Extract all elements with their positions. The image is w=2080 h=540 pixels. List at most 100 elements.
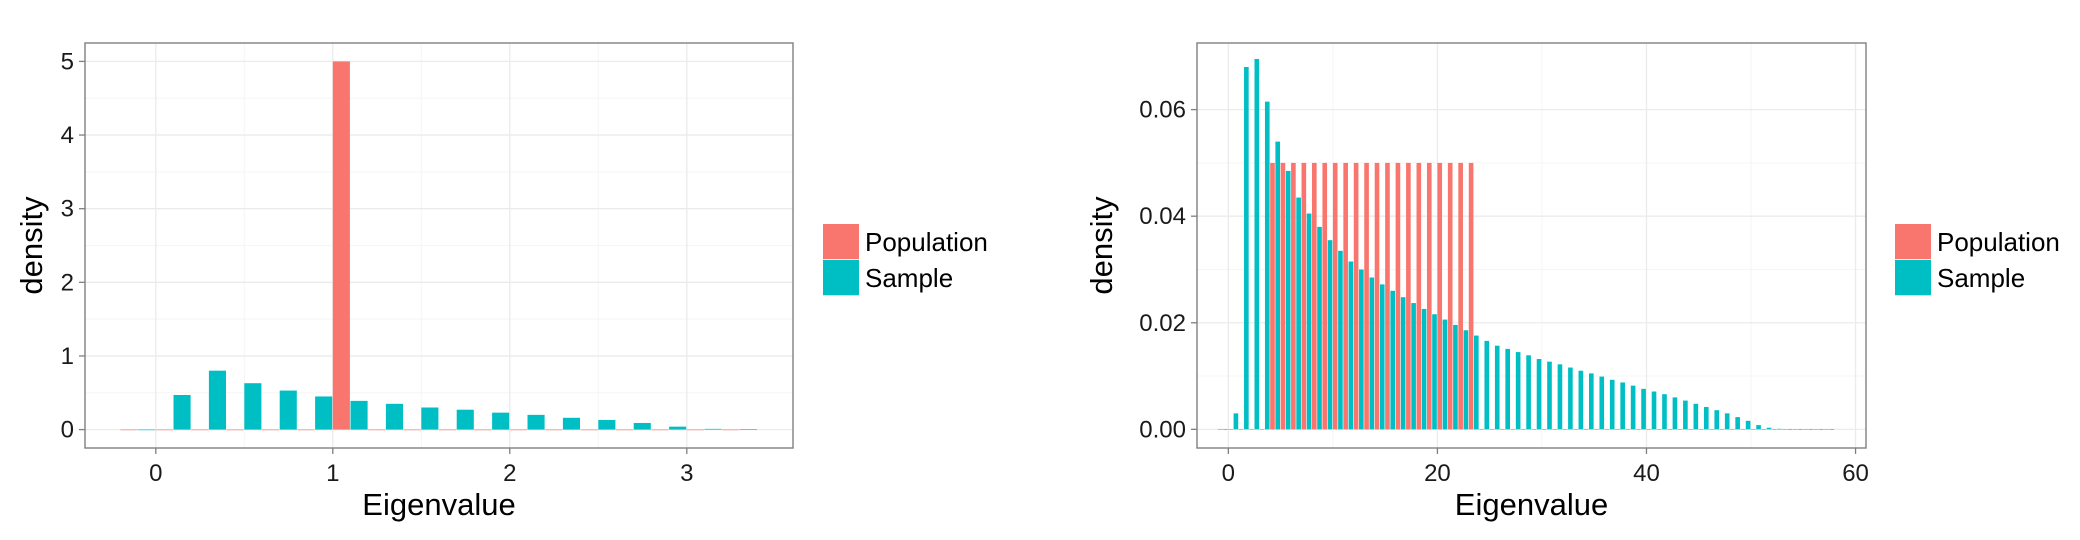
- legend-key-population: [1895, 224, 1931, 260]
- x-axis: 0 1 2 3: [149, 448, 693, 487]
- bar-sample: [1703, 406, 1709, 430]
- bar-sample: [1609, 379, 1615, 430]
- bar-sample: [1808, 429, 1814, 430]
- bar-sample: [315, 396, 333, 430]
- bar-population: [1447, 162, 1453, 430]
- bar-sample: [244, 383, 262, 430]
- bar-sample: [1536, 359, 1542, 430]
- bar-sample: [1505, 348, 1510, 430]
- bar-sample: [1818, 429, 1824, 430]
- bar-sample: [1369, 277, 1375, 430]
- bar-population: [1594, 429, 1599, 430]
- bar-sample: [598, 420, 616, 430]
- bar-sample: [1348, 261, 1354, 430]
- bar-population: [722, 429, 740, 431]
- bar-sample: [1275, 141, 1281, 430]
- bar-sample: [633, 422, 651, 430]
- bar-sample: [704, 428, 722, 430]
- bar-population: [1228, 429, 1233, 430]
- bar-population: [1625, 429, 1631, 430]
- bar-sample: [1233, 413, 1239, 430]
- bar-sample: [492, 412, 510, 430]
- bar-population: [155, 429, 173, 431]
- bar-population: [1719, 429, 1725, 430]
- bar-population: [1803, 429, 1808, 430]
- bar-sample: [1474, 335, 1479, 430]
- bar-population: [1667, 429, 1673, 430]
- bar-population: [1510, 429, 1516, 430]
- bar-sample: [456, 409, 474, 430]
- x-tick-label: 40: [1633, 460, 1660, 487]
- bar-sample: [1588, 373, 1594, 430]
- bar-population: [1792, 429, 1798, 430]
- bar-population: [226, 429, 244, 431]
- bar-sample: [1745, 420, 1751, 430]
- bar-sample: [350, 400, 368, 430]
- bar-population: [1740, 429, 1746, 430]
- x-tick-label: 0: [1222, 460, 1235, 487]
- bar-sample: [173, 394, 191, 430]
- bar-population: [1698, 429, 1704, 430]
- x-axis: 0 20 40 60: [1222, 448, 1869, 487]
- bar-population: [1552, 429, 1558, 430]
- bar-sample: [1735, 417, 1740, 430]
- bar-sample: [1306, 213, 1312, 430]
- bar-population: [1541, 429, 1547, 430]
- y-axis: 0 1 2 3 4 5: [61, 48, 85, 444]
- bar-sample: [1338, 250, 1343, 430]
- bar-population: [1249, 429, 1254, 430]
- y-tick-label: 1: [61, 343, 74, 370]
- bar-sample: [1400, 297, 1406, 430]
- x-tick-label: 3: [680, 460, 693, 487]
- y-tick-label: 2: [61, 269, 74, 296]
- bar-population: [545, 429, 563, 431]
- bar-population: [1771, 429, 1777, 430]
- bar-population: [120, 429, 138, 431]
- bar-sample: [1683, 400, 1688, 430]
- bar-sample: [1264, 101, 1270, 430]
- bar-population: [651, 429, 669, 431]
- bar-population: [1646, 429, 1652, 430]
- x-tick-label: 0: [149, 460, 162, 487]
- bar-population: [1500, 429, 1505, 430]
- bar-population: [1709, 429, 1714, 430]
- y-tick-label: 5: [61, 48, 74, 75]
- bar-population: [1562, 429, 1568, 430]
- bar-population: [1291, 162, 1296, 430]
- bar-population: [580, 429, 598, 431]
- bar-sample: [1672, 397, 1678, 430]
- bar-sample: [1641, 388, 1646, 430]
- legend-key-population: [823, 224, 859, 260]
- bar-population: [403, 429, 421, 431]
- y-tick-label: 0.04: [1139, 203, 1186, 230]
- bar-sample: [1379, 284, 1385, 430]
- bar-sample: [1829, 429, 1835, 430]
- y-axis-title: density: [14, 196, 49, 295]
- bar-population: [1636, 429, 1641, 430]
- bar-population: [1238, 429, 1244, 430]
- bar-population: [297, 429, 315, 431]
- bar-sample: [1453, 324, 1458, 430]
- bar-population: [686, 429, 704, 431]
- x-tick-label: 2: [503, 460, 516, 487]
- bar-sample: [1526, 355, 1531, 430]
- y-tick-label: 0.02: [1139, 310, 1186, 337]
- bar-sample: [279, 390, 297, 430]
- x-axis-title: Eigenvalue: [362, 487, 515, 522]
- bar-population: [1301, 162, 1307, 430]
- bar-sample: [1254, 58, 1260, 430]
- bar-sample: [1317, 226, 1322, 430]
- bar-sample: [669, 426, 687, 430]
- bar-sample: [1463, 330, 1469, 430]
- bar-sample: [1724, 413, 1730, 430]
- bar-sample: [1244, 66, 1249, 430]
- bar-sample: [1557, 364, 1563, 430]
- bar-population: [1489, 429, 1495, 430]
- bar-sample: [1766, 427, 1772, 430]
- bar-population: [474, 429, 492, 431]
- bar-population: [1353, 162, 1359, 430]
- bar-sample: [1798, 429, 1803, 430]
- bar-sample: [527, 414, 545, 430]
- bar-population: [1604, 429, 1610, 430]
